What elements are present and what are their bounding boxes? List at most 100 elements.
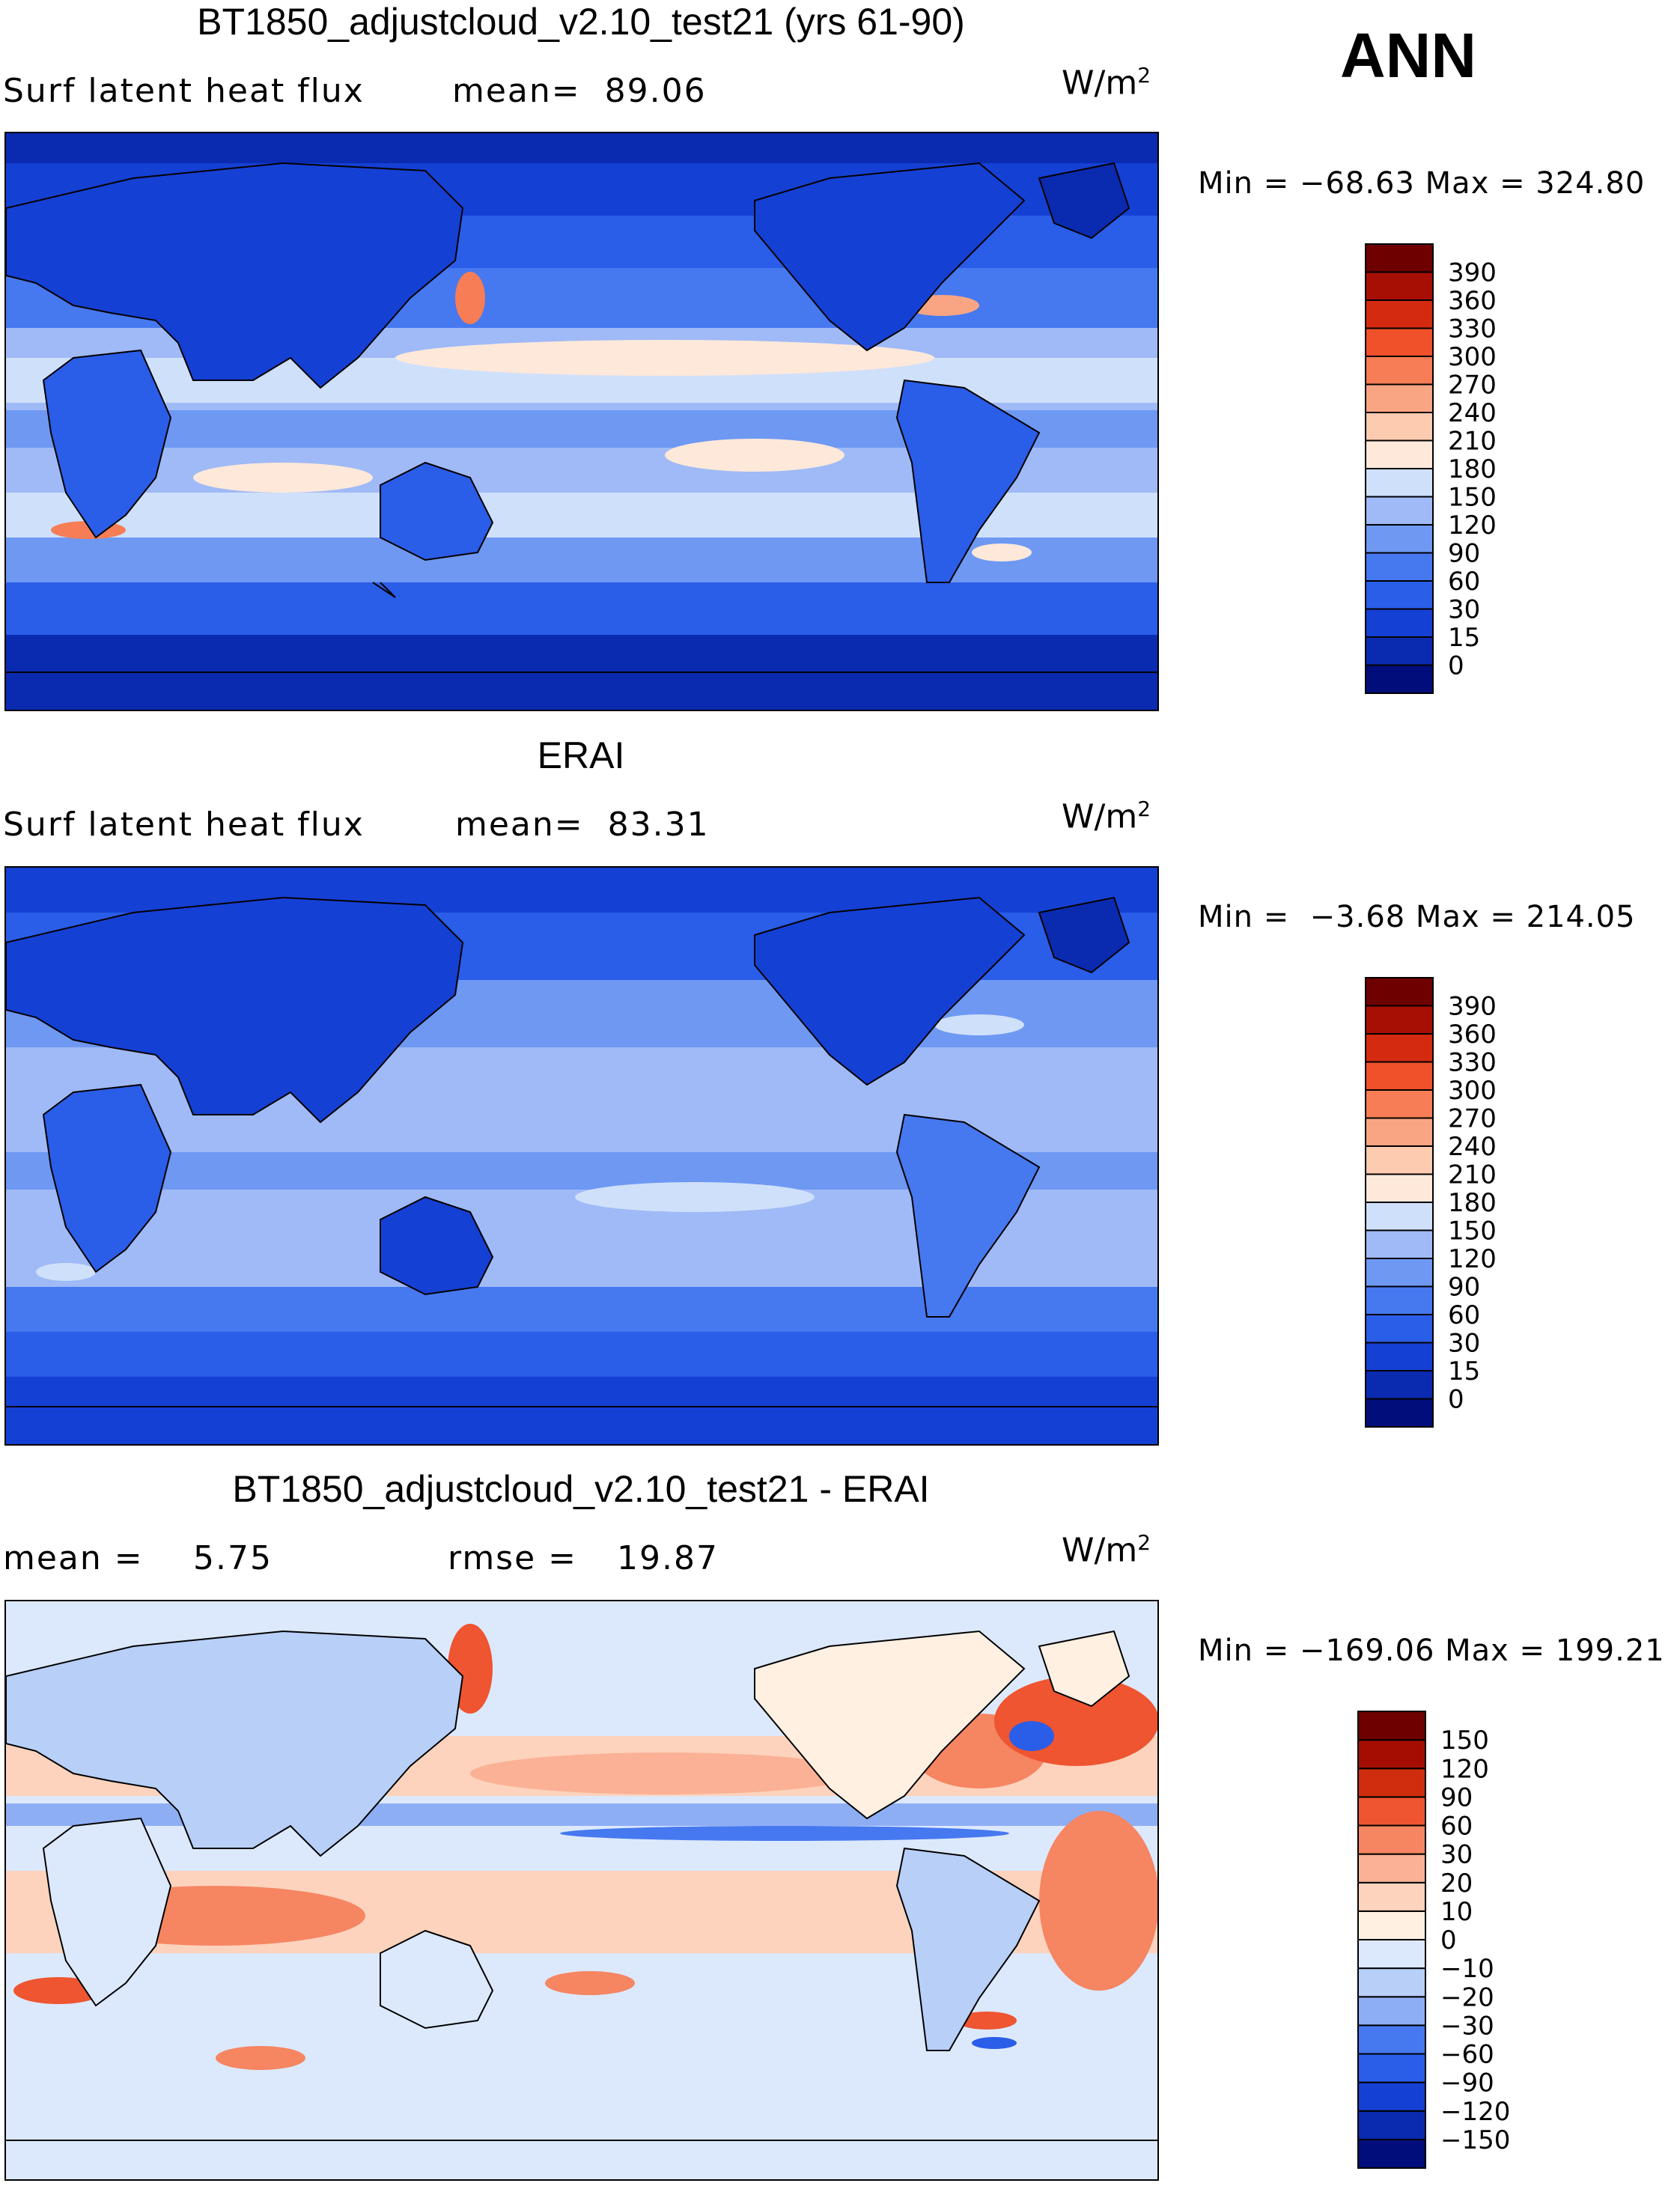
colorbar-box	[1357, 1739, 1426, 1770]
colorbar-box	[1357, 2110, 1426, 2140]
panel-2-map	[4, 866, 1159, 1446]
panel-3-units: W/m2	[1062, 1530, 1151, 1570]
colorbar-tick-label: −90	[1440, 2068, 1494, 2098]
panel-2-map-svg	[6, 868, 1157, 1444]
colorbar-box	[1357, 2024, 1426, 2055]
colorbar-box	[1357, 1939, 1426, 1970]
colorbar-tick-label: 60	[1448, 1300, 1480, 1330]
colorbar-tick-label: 0	[1440, 1925, 1457, 1955]
colorbar-box	[1357, 1853, 1426, 1884]
colorbar-box	[1365, 1370, 1434, 1400]
panel-3-map-svg	[6, 1601, 1157, 2179]
colorbar-box	[1365, 1229, 1434, 1259]
colorbar-box	[1357, 2138, 1426, 2169]
colorbar-box	[1357, 1996, 1426, 2027]
panel-3-rmse-label: rmse =	[448, 1539, 578, 1577]
panel-2-mean-label: mean= 83.31	[455, 806, 710, 844]
panel-2-colorbar: 0 15 30 60 90 120 150 180 210 240 270 300 330 360 390	[1364, 976, 1559, 1437]
colorbar-box	[1357, 2081, 1426, 2112]
colorbar-box	[1365, 327, 1434, 357]
colorbar-tick-label: 150	[1448, 483, 1497, 513]
colorbar-box	[1365, 1145, 1434, 1175]
colorbar-tick-label: 390	[1448, 258, 1497, 288]
colorbar-tick-label: 10	[1440, 1897, 1473, 1927]
panel-3-colorbar: −150 −120 −90 −60 −30 −20 −10 0 10 20 30 60 90 120 150	[1357, 1710, 1559, 2178]
colorbar-box	[1365, 356, 1434, 386]
colorbar-tick-label: 120	[1440, 1754, 1489, 1784]
colorbar-tick-label: −150	[1440, 2125, 1510, 2155]
colorbar-box	[1365, 496, 1434, 526]
colorbar-tick-label: 330	[1448, 314, 1497, 344]
colorbar-box	[1365, 1342, 1434, 1371]
colorbar-tick-label: 120	[1448, 511, 1497, 541]
colorbar-tick-label: 15	[1448, 1357, 1480, 1386]
colorbar-tick-label: −10	[1440, 1954, 1494, 1984]
panel-3-map	[4, 1600, 1159, 2181]
panel-3-title: BT1850_adjustcloud_v2.10_test21 - ERAI	[232, 1468, 930, 1510]
colorbar-tick-label: −20	[1440, 1982, 1494, 2012]
colorbar-tick-label: 150	[1440, 1726, 1489, 1756]
colorbar-tick-label: 150	[1448, 1217, 1497, 1246]
colorbar-tick-label: 240	[1448, 398, 1497, 428]
panel-3-units-exp: 2	[1137, 1530, 1151, 1555]
colorbar-tick-label: 180	[1448, 1188, 1497, 1218]
colorbar-box	[1365, 1202, 1434, 1231]
colorbar-tick-label: 15	[1448, 623, 1480, 653]
colorbar-tick-label: 300	[1448, 1076, 1497, 1106]
colorbar-box	[1365, 608, 1434, 638]
colorbar-tick-label: 120	[1448, 1244, 1497, 1274]
colorbar-tick-label: 30	[1448, 595, 1480, 625]
colorbar-box	[1365, 1005, 1434, 1035]
colorbar-box	[1365, 1314, 1434, 1344]
panel-1-minmax: Min = −68.63 Max = 324.80	[1198, 166, 1646, 201]
colorbar-box	[1365, 1089, 1434, 1119]
colorbar-box	[1357, 1768, 1426, 1798]
panel-1-map-svg	[6, 133, 1157, 710]
colorbar-box	[1357, 2053, 1426, 2083]
colorbar-box	[1357, 1824, 1426, 1855]
colorbar-box	[1365, 299, 1434, 329]
colorbar-box	[1365, 636, 1434, 666]
colorbar-tick-label: 90	[1440, 1782, 1473, 1812]
panel-1-variable-label: Surf latent heat flux	[3, 72, 365, 110]
colorbar-box	[1365, 1285, 1434, 1315]
colorbar-box	[1357, 1910, 1426, 1940]
colorbar-box	[1365, 524, 1434, 554]
panel-2-minmax: Min = −3.68 Max = 214.05	[1198, 900, 1636, 934]
panel-2-units-exp: 2	[1137, 797, 1151, 821]
colorbar-tick-label: 270	[1448, 371, 1497, 401]
panel-3-units-base: W/m	[1062, 1531, 1138, 1570]
colorbar-tick-label: 270	[1448, 1104, 1497, 1134]
colorbar-tick-label: −30	[1440, 2011, 1494, 2041]
colorbar-tick-label: 20	[1440, 1869, 1473, 1899]
colorbar-tick-label: 180	[1448, 454, 1497, 484]
colorbar-box	[1365, 977, 1434, 1007]
colorbar-box	[1365, 271, 1434, 301]
colorbar-tick-label: 360	[1448, 1020, 1497, 1050]
panel-3-minmax: Min = −169.06 Max = 199.21	[1198, 1634, 1665, 1668]
panel-1-map	[4, 132, 1159, 711]
colorbar-box	[1357, 1796, 1426, 1827]
panel-1-mean-label: mean= 89.06	[452, 72, 707, 110]
colorbar-box	[1365, 1398, 1434, 1428]
colorbar-box	[1365, 664, 1434, 694]
panel-1-title: BT1850_adjustcloud_v2.10_test21 (yrs 61-…	[197, 1, 965, 43]
colorbar-box	[1365, 1258, 1434, 1288]
colorbar-box	[1365, 1173, 1434, 1203]
panel-1-units: W/m2	[1062, 63, 1151, 103]
colorbar-box	[1365, 580, 1434, 610]
colorbar-tick-label: 210	[1448, 1160, 1497, 1190]
colorbar-tick-label: 300	[1448, 342, 1497, 372]
colorbar-tick-label: 0	[1448, 1385, 1464, 1415]
colorbar-box	[1365, 243, 1434, 273]
colorbar-box	[1365, 1117, 1434, 1147]
colorbar-box	[1365, 1033, 1434, 1063]
colorbar-tick-label: 90	[1448, 539, 1480, 569]
colorbar-box	[1357, 1967, 1426, 1998]
colorbar-box	[1357, 1711, 1426, 1741]
colorbar-tick-label: 360	[1448, 286, 1497, 316]
colorbar-tick-label: 30	[1448, 1329, 1480, 1359]
panel-2-title: ERAI	[537, 734, 625, 776]
